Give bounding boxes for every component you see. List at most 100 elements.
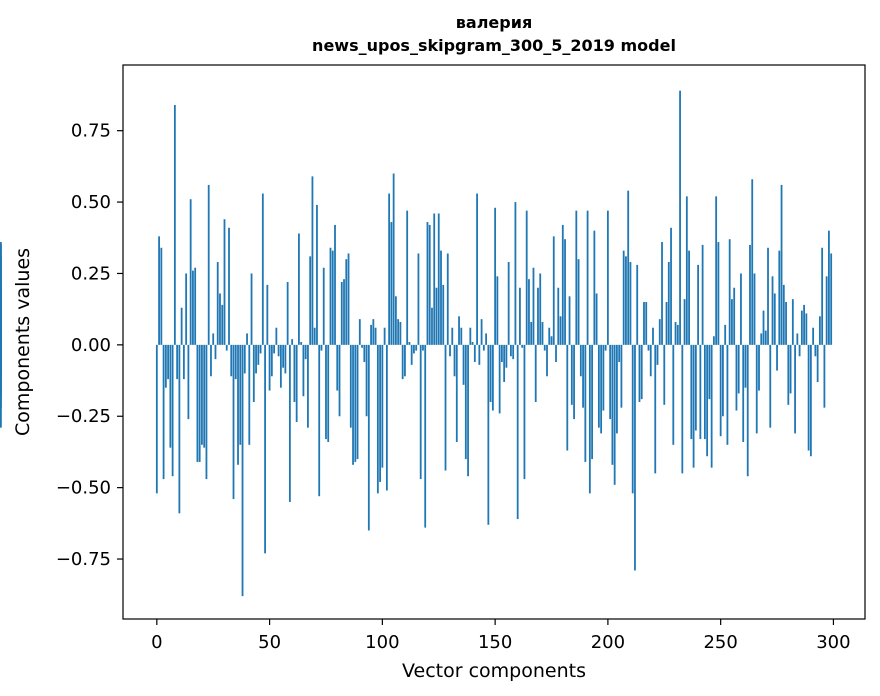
bar (539, 273, 542, 345)
bar (805, 313, 808, 345)
y-tick-label: −0.25 (56, 406, 111, 427)
bar (530, 322, 533, 345)
bar (622, 250, 625, 345)
bar (487, 344, 490, 525)
bar (625, 256, 627, 345)
bar (546, 344, 548, 377)
bar (828, 230, 830, 345)
bar (577, 259, 580, 345)
bar (568, 296, 571, 345)
bar (670, 227, 672, 345)
bar (751, 179, 754, 345)
bar (212, 333, 215, 345)
bar (248, 344, 251, 445)
bar (724, 324, 727, 345)
bar (187, 344, 190, 420)
bar (548, 327, 551, 345)
bar (516, 344, 519, 520)
bar (523, 344, 526, 480)
bar (365, 344, 368, 417)
bar (171, 344, 174, 477)
bar (694, 344, 697, 431)
bar (0, 344, 2, 408)
bar (361, 344, 363, 348)
bar (460, 327, 463, 345)
bar (726, 344, 729, 445)
bar (478, 344, 481, 365)
bar (618, 344, 621, 362)
bar (428, 224, 431, 345)
bar (293, 344, 296, 402)
bar (167, 344, 169, 380)
bar (185, 273, 188, 345)
bar (654, 344, 657, 474)
bar (803, 304, 805, 345)
bar (597, 344, 600, 428)
bar (282, 344, 285, 368)
bar (194, 267, 197, 345)
y-tick-label: 0.75 (71, 121, 111, 142)
bar (507, 262, 510, 345)
bar (230, 344, 233, 377)
bar (496, 276, 499, 345)
bar (631, 344, 634, 494)
y-tick-label: 0.00 (71, 335, 111, 356)
bar (764, 330, 767, 345)
x-tick-label: 150 (478, 632, 512, 653)
bar (591, 344, 593, 460)
bar (370, 324, 372, 345)
bar (431, 307, 433, 345)
bar (284, 344, 287, 374)
bar (681, 344, 684, 474)
bar (685, 196, 688, 345)
bar (699, 344, 702, 440)
bar (735, 344, 738, 411)
bar (415, 344, 418, 351)
bar (794, 344, 796, 434)
bar (532, 267, 535, 345)
bar (246, 333, 248, 345)
bar (192, 270, 194, 345)
bar (791, 299, 794, 345)
bar (173, 104, 176, 345)
bar (555, 344, 557, 362)
bar (575, 210, 578, 345)
bar (559, 316, 562, 345)
bar (692, 344, 695, 468)
bar (363, 344, 366, 362)
bar (679, 90, 681, 345)
bar (649, 344, 652, 377)
bar (394, 296, 397, 345)
bar (169, 344, 172, 448)
bar (753, 273, 756, 345)
bar (534, 344, 537, 402)
bar (0, 299, 2, 345)
bar (298, 233, 300, 345)
bar (261, 193, 264, 345)
bar (331, 250, 334, 345)
bar (703, 344, 706, 440)
bar (582, 344, 584, 408)
bar (422, 344, 424, 351)
bar (489, 344, 492, 402)
bar (613, 344, 616, 485)
bar (176, 344, 179, 380)
bar (273, 344, 275, 354)
x-tick-label: 200 (591, 632, 625, 653)
bar (210, 344, 212, 377)
bar (435, 287, 438, 345)
bar (440, 250, 442, 345)
bar (564, 239, 566, 345)
x-tick-label: 0 (151, 632, 162, 653)
bar (313, 327, 316, 345)
bar (697, 264, 699, 345)
bar (0, 244, 2, 345)
bar (417, 253, 420, 345)
bar (449, 344, 451, 357)
bar (733, 287, 736, 345)
bar (223, 219, 226, 345)
bar (376, 344, 379, 494)
chart-title: валерия (456, 13, 532, 32)
bar (379, 344, 381, 482)
